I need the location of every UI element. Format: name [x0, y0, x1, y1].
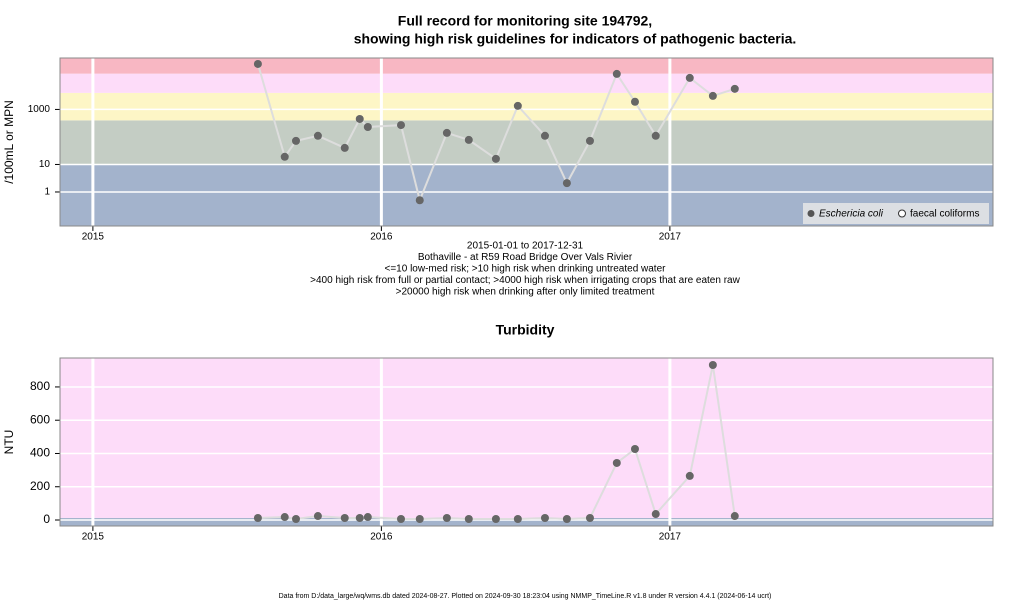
data-point — [491, 515, 500, 524]
legend-marker — [807, 210, 815, 217]
data-point — [464, 135, 473, 144]
legend-label: faecal coliforms — [910, 209, 979, 220]
chart-title: showing high risk guidelines for indicat… — [354, 31, 797, 47]
note: >20000 high risk when drinking after onl… — [396, 287, 655, 298]
x-tick-label: 2015 — [82, 232, 105, 243]
data-point — [562, 515, 571, 524]
data-point — [442, 128, 451, 137]
data-point — [630, 444, 639, 453]
y-axis-label: /100mL or MPN — [2, 100, 16, 184]
x-tick-label: 2017 — [659, 232, 682, 243]
y-tick-label: 400 — [30, 446, 50, 460]
data-point — [730, 84, 739, 93]
note: Bothaville - at R59 Road Bridge Over Val… — [418, 252, 633, 263]
x-tick-label: 2016 — [370, 232, 393, 243]
data-point — [685, 471, 694, 480]
x-tick-label: 2017 — [659, 532, 682, 543]
data-point — [397, 515, 406, 524]
data-point — [291, 136, 300, 145]
data-point — [612, 458, 621, 467]
data-point — [540, 131, 549, 140]
data-point — [415, 515, 424, 524]
y-tick-label: 800 — [30, 379, 50, 393]
data-point — [651, 131, 660, 140]
risk-band — [60, 58, 993, 74]
plot-frame — [59, 357, 994, 527]
data-point — [513, 515, 522, 524]
note: 2015-01-01 to 2017-12-31 — [467, 241, 584, 252]
data-point — [280, 152, 289, 161]
legend-box — [803, 203, 989, 224]
data-point — [253, 514, 262, 523]
chart-title: Turbidity — [496, 322, 555, 338]
data-point — [513, 101, 522, 110]
data-point — [291, 515, 300, 524]
y-tick-label: 0 — [43, 512, 50, 526]
chart-title: Full record for monitoring site 194792, — [398, 13, 652, 29]
x-tick-label: 2015 — [82, 532, 105, 543]
data-point — [340, 143, 349, 152]
risk-band — [60, 73, 993, 93]
data-point — [442, 514, 451, 523]
data-point — [253, 59, 262, 68]
data-point — [313, 131, 322, 140]
data-point — [708, 91, 717, 100]
data-point — [730, 512, 739, 521]
risk-band — [60, 120, 993, 165]
plot-frame — [59, 57, 994, 227]
data-point — [612, 69, 621, 78]
data-point — [464, 515, 473, 524]
data-point — [340, 514, 349, 523]
data-point — [708, 360, 717, 369]
data-point — [540, 514, 549, 523]
data-point — [585, 136, 594, 145]
y-axis-label: NTU — [2, 430, 16, 455]
data-point — [685, 73, 694, 82]
data-point — [355, 114, 364, 123]
data-point — [313, 512, 322, 521]
y-tick-label: 1 — [44, 187, 50, 198]
data-point — [651, 510, 660, 519]
series-line — [257, 364, 736, 521]
data-point — [355, 514, 364, 523]
legend-label: Eschericia coli — [819, 209, 884, 220]
note: >400 high risk from full or partial cont… — [310, 275, 740, 286]
risk-band — [60, 518, 993, 526]
data-point — [363, 122, 372, 131]
data-point — [491, 154, 500, 163]
y-tick-label: 1000 — [28, 104, 51, 115]
data-point — [562, 179, 571, 188]
data-point — [630, 97, 639, 106]
data-point — [585, 514, 594, 523]
data-point — [397, 121, 406, 130]
data-point — [280, 513, 289, 522]
y-tick-label: 600 — [30, 412, 50, 426]
x-tick-label: 2016 — [370, 532, 393, 543]
y-tick-label: 10 — [39, 159, 51, 170]
footer: Data from D:/data_large/wq/wms.db dated … — [279, 593, 772, 600]
risk-band — [60, 358, 993, 519]
y-tick-label: 200 — [30, 479, 50, 493]
note: <=10 low-med risk; >10 high risk when dr… — [385, 264, 667, 275]
data-point — [363, 513, 372, 522]
series-line — [256, 63, 736, 204]
data-point — [415, 196, 424, 205]
legend-marker — [898, 209, 906, 218]
